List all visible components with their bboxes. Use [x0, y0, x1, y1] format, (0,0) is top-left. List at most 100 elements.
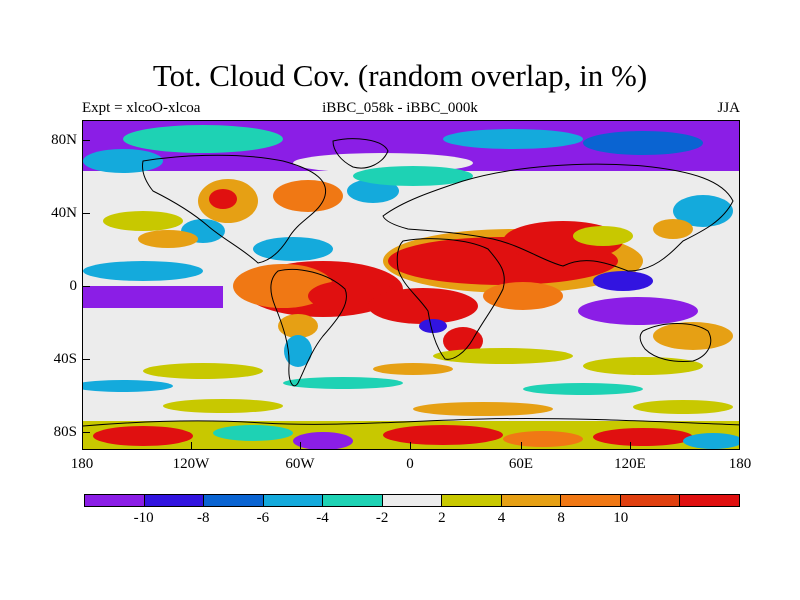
field-patch: [633, 400, 733, 414]
field-patch: [503, 431, 583, 447]
colorbar-segment: [382, 495, 443, 506]
lon-tick-label: 60E: [508, 456, 534, 472]
field-patch: [443, 129, 583, 149]
field-patch: [443, 327, 483, 355]
field-patch: [83, 149, 163, 173]
lat-tick-label: 40S: [53, 351, 77, 367]
field-patch: [433, 348, 573, 364]
field-patch: [83, 380, 173, 392]
difference-label: iBBC_058k - iBBC_000k: [322, 100, 478, 116]
lat-tick-mark: [82, 432, 90, 433]
lon-tick-label: 180: [728, 456, 752, 472]
field-patch: [103, 211, 183, 231]
field-patch: [463, 206, 523, 226]
colorbar-label: -10: [133, 510, 154, 526]
field-patch: [653, 322, 733, 350]
colorbar-segment: [442, 495, 502, 506]
coastline-africa: [396, 238, 505, 360]
coastlines: [83, 138, 739, 427]
cloud-cover-map: [82, 120, 740, 450]
colorbar: [84, 494, 740, 507]
colorbar-label: 4: [497, 510, 506, 526]
coastline-south-america: [270, 268, 347, 387]
coastline-north-america: [142, 154, 326, 264]
lon-tick-mark: [191, 442, 192, 450]
field-patch: [483, 282, 563, 310]
field-patch: [163, 399, 283, 413]
field-patch: [578, 297, 698, 325]
lat-tick-mark: [82, 359, 90, 360]
colorbar-segment: [263, 495, 324, 506]
field-patch: [253, 237, 333, 261]
coastline-greenland: [332, 138, 389, 169]
lon-tick-label: 120W: [172, 456, 210, 472]
field-patch: [213, 425, 293, 441]
field-patch: [83, 261, 203, 281]
colorbar-segment: [85, 495, 145, 506]
field-patch: [278, 314, 318, 338]
field-patch: [347, 179, 399, 203]
colorbar-segment: [501, 495, 562, 506]
field-patch: [83, 286, 223, 308]
field-patch: [138, 230, 198, 248]
field-patch: [93, 426, 193, 446]
field-patch: [573, 226, 633, 246]
colorbar-label: 10: [613, 510, 629, 526]
lat-tick-label: 80N: [51, 132, 77, 148]
colorbar-segment: [204, 495, 264, 506]
coastline-eurasia: [382, 163, 734, 272]
lon-tick-label: 120E: [614, 456, 646, 472]
field-patch: [419, 319, 447, 333]
lon-tick-mark: [521, 442, 522, 450]
experiment-label: Expt = xlcoO-xlcoa: [82, 100, 201, 116]
lon-tick-label: 180: [70, 456, 94, 472]
field-patch: [593, 428, 693, 446]
field-patch: [673, 195, 733, 227]
lat-tick-label: 40N: [51, 205, 77, 221]
colorbar-segment: [144, 495, 205, 506]
lat-tick-mark: [82, 286, 90, 287]
lon-tick-mark: [630, 442, 631, 450]
colorbar-label: 2: [438, 510, 446, 526]
field-patch: [583, 357, 703, 375]
lat-tick-label: 0: [69, 278, 78, 294]
lat-tick-mark: [82, 213, 90, 214]
field-patch: [593, 271, 653, 291]
colorbar-label: -2: [375, 510, 389, 526]
field-patch: [583, 131, 703, 155]
field-patch: [233, 264, 333, 308]
field-patch: [283, 377, 403, 389]
field-patch: [293, 432, 353, 449]
field-patch: [209, 189, 237, 209]
colorbar-label: -8: [197, 510, 210, 526]
field-patch: [683, 433, 739, 449]
plot-title: Tot. Cloud Cov. (random overlap, in %): [152, 58, 648, 93]
field-patch: [123, 125, 283, 153]
colorbar-label: -4: [316, 510, 329, 526]
colorbar-label: -6: [256, 510, 270, 526]
lon-tick-mark: [410, 442, 411, 450]
colorbar-label: 8: [557, 510, 565, 526]
field-patch: [368, 288, 478, 324]
lon-tick-mark: [300, 442, 301, 450]
map-field: [83, 121, 739, 449]
colorbar-segment: [620, 495, 681, 506]
lon-tick-label: 0: [406, 456, 414, 472]
field-patch: [523, 383, 643, 395]
field-patch: [273, 180, 343, 212]
field-patch: [413, 402, 553, 416]
lon-tick-label: 60W: [285, 456, 315, 472]
field-patch: [143, 363, 263, 379]
field-patch: [383, 425, 503, 445]
colorbar-segment: [561, 495, 621, 506]
colorbar-segment: [680, 495, 740, 506]
field-patch: [213, 321, 273, 341]
season-label: JJA: [717, 100, 740, 116]
field-patch: [353, 166, 473, 186]
coastline-antarctica: [83, 417, 739, 427]
lat-tick-label: 80S: [53, 424, 77, 440]
coastline-australia: [639, 323, 712, 362]
colorbar-segment: [323, 495, 383, 506]
field-patch: [284, 335, 312, 367]
lat-tick-mark: [82, 140, 90, 141]
